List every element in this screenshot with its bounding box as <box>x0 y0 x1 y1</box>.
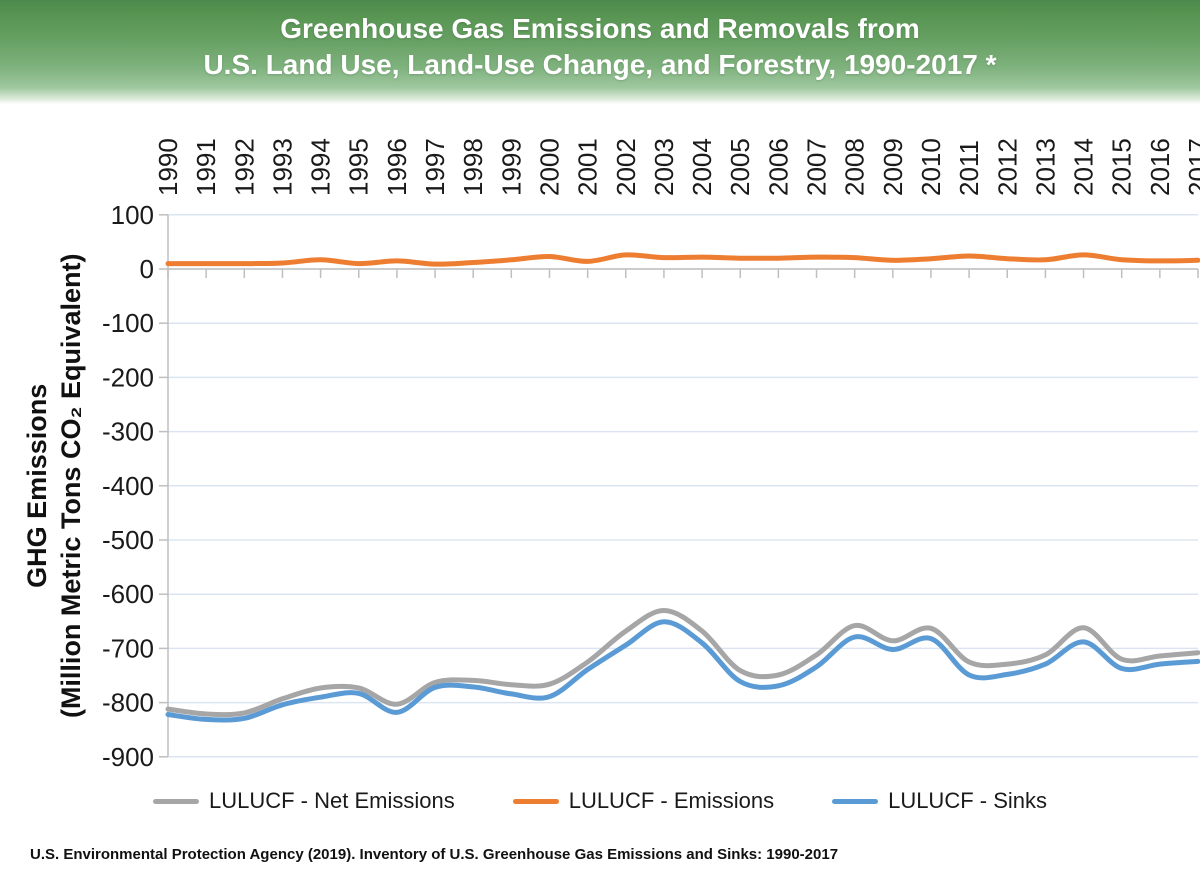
chart-title-banner: Greenhouse Gas Emissions and Removals fr… <box>0 0 1200 104</box>
year-label: 2002 <box>611 138 641 196</box>
year-label: 2014 <box>1069 138 1099 196</box>
y-tick-label: -100 <box>102 308 154 338</box>
y-tick-label: -800 <box>102 688 154 718</box>
legend-item-emissions: LULUCF - Emissions <box>512 788 775 814</box>
net-emissions-line-swatch <box>152 798 199 804</box>
legend-item-net-emissions: LULUCF - Net Emissions <box>152 788 455 814</box>
lulucf-line-chart: 1990 1991 1992 1993 1994 1995 1996 1997 1998 1999… <box>0 100 1200 795</box>
y-tick-label: 0 <box>140 254 154 284</box>
y-axis-tick-labels: 100 0 -100 -200 -300 -400 -500 -600 -700 -800 -900 <box>102 200 154 772</box>
y-axis <box>159 214 169 758</box>
y-tick-label: -700 <box>102 633 154 663</box>
sinks-line-swatch <box>832 798 879 804</box>
year-label: 1996 <box>382 138 412 196</box>
year-label: 2001 <box>573 138 603 196</box>
year-label: 1994 <box>306 138 336 196</box>
legend-label-emissions: LULUCF - Emissions <box>568 788 775 813</box>
chart-title-line1: Greenhouse Gas Emissions and Removals fr… <box>280 13 920 44</box>
year-label: 1991 <box>191 138 221 196</box>
year-label: 2003 <box>649 138 679 196</box>
year-label: 2010 <box>916 138 946 196</box>
y-tick-label: -400 <box>102 471 154 501</box>
year-label: 2011 <box>954 140 984 196</box>
year-label: 1995 <box>344 138 374 196</box>
chart-legend: LULUCF - Net Emissions LULUCF - Emission… <box>0 784 1200 818</box>
svg-text:GHG Emissions: GHG Emissions <box>22 384 52 588</box>
year-label: 2017 <box>1183 138 1200 196</box>
y-tick-label: -600 <box>102 579 154 609</box>
x-axis-year-labels: 1990 1991 1992 1993 1994 1995 1996 1997 1998 1999… <box>153 138 1200 196</box>
series-path-lulucf-sinks <box>165 619 1200 723</box>
y-tick-label: 100 <box>111 200 154 230</box>
y-tick-label: -900 <box>102 742 154 772</box>
legend-label-net-emissions: LULUCF - Net Emissions <box>208 788 455 813</box>
year-label: 1999 <box>496 138 526 196</box>
year-label: 1992 <box>229 138 259 196</box>
year-label: 2013 <box>1030 138 1060 196</box>
y-tick-label: -200 <box>102 362 154 392</box>
y-tick-label: -300 <box>102 417 154 447</box>
year-label: 1993 <box>267 138 297 196</box>
year-label: 2007 <box>802 138 832 196</box>
year-label: 1990 <box>153 138 183 196</box>
x-axis <box>167 268 1199 278</box>
year-label: 2015 <box>1107 138 1137 196</box>
svg-text:(Million Metric Tons CO₂ Equiv: (Million Metric Tons CO₂ Equivalent) <box>56 254 86 719</box>
year-label: 2016 <box>1145 138 1175 196</box>
emissions-line-swatch <box>512 798 559 804</box>
year-label: 2012 <box>992 138 1022 196</box>
year-label: 2000 <box>534 138 564 196</box>
series-path-lulucf-net-emissions <box>165 608 1200 718</box>
chart-title-line2: U.S. Land Use, Land-Use Change, and Fore… <box>203 49 997 80</box>
year-label: 2008 <box>840 138 870 196</box>
year-label: 1998 <box>458 138 488 196</box>
legend-label-sinks: LULUCF - Sinks <box>888 788 1047 813</box>
series-path-lulucf-emissions <box>165 252 1200 267</box>
chart-canvas: 1990 1991 1992 1993 1994 1995 1996 1997 1998 1999… <box>22 138 1200 772</box>
year-label: 2009 <box>878 138 908 196</box>
source-citation: U.S. Environmental Protection Agency (20… <box>30 846 839 863</box>
year-label: 2005 <box>725 138 755 196</box>
y-axis-title: GHG Emissions (Million Metric Tons CO₂ Eq… <box>22 254 86 719</box>
plot-gridlines <box>168 214 1198 758</box>
y-tick-label: -500 <box>102 525 154 555</box>
legend-item-sinks: LULUCF - Sinks <box>832 788 1047 814</box>
year-label: 1997 <box>420 138 450 196</box>
year-label: 2004 <box>687 138 717 196</box>
year-label: 2006 <box>763 138 793 196</box>
